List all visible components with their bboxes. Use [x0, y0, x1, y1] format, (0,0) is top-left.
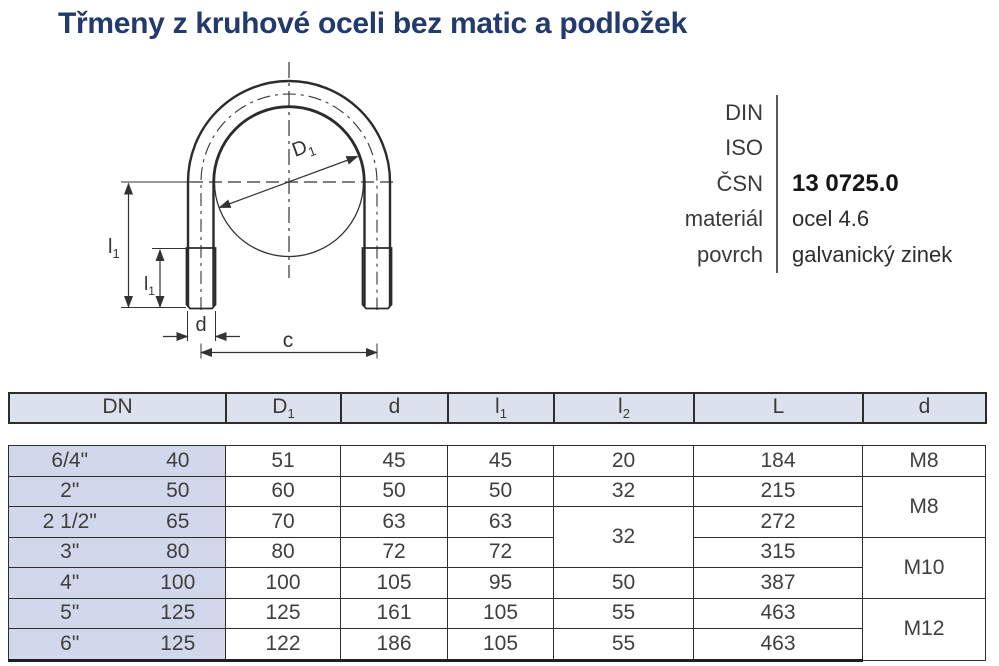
cell-dn-inch: 4" — [8, 567, 131, 599]
cell-dn: 125 — [130, 628, 226, 662]
cell-d1: 100 — [225, 567, 341, 599]
cell-d: 161 — [340, 597, 448, 629]
cell-dn-inch: 3" — [8, 536, 131, 568]
cell-l1: 72 — [447, 536, 554, 568]
dimensions-table-header: DN D1 d l1 l2 L d — [8, 392, 987, 424]
cell-l1: 63 — [447, 506, 554, 538]
cell-thread: M12 — [862, 597, 986, 661]
cell-thread: M8 — [862, 445, 986, 477]
cell-d1: 125 — [225, 597, 341, 629]
rod-outer-outline — [186, 79, 392, 306]
l1-outer-label: l1 — [108, 236, 120, 261]
d1-dimension-line — [218, 155, 359, 209]
header-cell-l2: l2 — [553, 392, 695, 424]
cell-l1: 45 — [447, 445, 554, 477]
cell-l2: 20 — [553, 445, 694, 477]
header-cell-d: d — [340, 392, 449, 424]
page-title: Třmeny z kruhové oceli bez matic a podlo… — [58, 7, 687, 40]
cell-l2: 55 — [553, 628, 694, 662]
cell-dn: 125 — [130, 597, 226, 629]
cell-thread: M10 — [862, 536, 986, 599]
l1-inner-label: l1 — [144, 274, 155, 298]
cell-l1: 105 — [447, 597, 554, 629]
cell-d: 45 — [340, 445, 448, 477]
dimensions-table: DN D1 d l1 l2 L d 6/4" 40 51 45 45 20 18… — [8, 392, 987, 662]
cell-d1: 122 — [225, 628, 341, 662]
rod-centerline — [200, 93, 378, 310]
spec-value-material: ocel 4.6 — [776, 201, 952, 237]
cell-dn: 100 — [130, 567, 226, 599]
cell-d1: 80 — [225, 536, 341, 568]
table-row: 6/4" 40 51 45 45 20 184 M8 — [8, 445, 986, 477]
cell-L: 463 — [693, 597, 863, 629]
cell-l1: 95 — [447, 567, 554, 599]
cell-L: 463 — [693, 628, 863, 662]
cell-dn: 50 — [130, 475, 226, 507]
cell-L: 387 — [693, 567, 863, 599]
table-row: 2" 50 60 50 50 32 215 M8 — [8, 475, 986, 538]
spec-value-csn: 13 0725.0 — [776, 166, 952, 202]
spec-panel: DIN ISO ČSN 13 0725.0 materiál ocel 4.6 … — [600, 95, 952, 273]
d1-dimension-label: D1 — [289, 134, 318, 165]
cell-dn-inch: 2" — [8, 475, 131, 507]
cell-d: 72 — [340, 536, 448, 568]
cell-l1: 105 — [447, 628, 554, 662]
cell-l2: 32 — [553, 475, 694, 507]
spec-value-din — [776, 95, 952, 131]
cell-d1: 51 — [225, 445, 341, 477]
header-cell-l1: l1 — [447, 392, 555, 424]
cell-L: 272 — [693, 506, 863, 538]
table-row: 2 1/2" 65 70 63 63 32 272 — [8, 506, 986, 568]
right-thread — [361, 247, 393, 310]
header-row: DN D1 d l1 l2 L d — [8, 392, 987, 424]
cell-l2: 50 — [553, 567, 694, 599]
d-dimension-label: d — [195, 314, 206, 336]
table-row: 5" 125 125 161 105 55 463 M12 — [8, 597, 986, 661]
cell-L: 215 — [693, 475, 863, 507]
table-row: 4" 100 100 105 95 50 387 — [8, 567, 986, 599]
cell-dn: 40 — [130, 445, 226, 477]
spec-label-povrch: povrch — [696, 241, 763, 267]
cell-d: 105 — [340, 567, 448, 599]
cell-l1: 50 — [447, 475, 554, 507]
spec-label-iso: ISO — [725, 135, 763, 161]
spec-label-csn: ČSN — [716, 170, 763, 196]
cell-dn-inch: 6/4" — [8, 445, 131, 477]
cell-dn-inch: 5" — [8, 597, 131, 629]
cell-d1: 60 — [225, 475, 341, 507]
cell-l2: 32 — [553, 506, 694, 568]
spec-value-iso — [776, 130, 952, 166]
header-cell-d1: D1 — [225, 392, 342, 424]
table-row: 6" 125 122 186 105 55 463 — [8, 628, 986, 662]
cell-dn-inch: 2 1/2" — [8, 506, 131, 538]
cell-L: 315 — [693, 536, 863, 568]
cell-thread: M8 — [862, 475, 986, 538]
header-cell-thread: d — [862, 392, 987, 424]
table-row: 3" 80 80 72 72 315 M10 — [8, 536, 986, 599]
cell-d: 186 — [340, 628, 448, 662]
spec-label-din: DIN — [725, 99, 763, 125]
ubolt-drawing: D1 l1 l1 d c — [105, 56, 445, 378]
cell-d1: 70 — [225, 506, 341, 538]
spec-label-material: materiál — [684, 206, 763, 232]
header-cell-L: L — [693, 392, 864, 424]
c-dimension-label: c — [283, 329, 294, 352]
cell-d: 63 — [340, 506, 448, 538]
cell-dn: 65 — [130, 506, 226, 538]
dimensions-table-body: 6/4" 40 51 45 45 20 184 M8 2" 50 60 50 5… — [8, 445, 986, 662]
ubolt-drawing-svg: D1 l1 l1 d c — [108, 62, 399, 359]
spec-value-povrch: galvanický zinek — [776, 237, 952, 273]
cell-dn-inch: 6" — [8, 628, 131, 662]
rod-inner-outline — [212, 105, 366, 306]
cell-L: 184 — [693, 445, 863, 477]
cell-d: 50 — [340, 475, 448, 507]
cell-dn: 80 — [130, 536, 226, 568]
cell-l2: 55 — [553, 597, 694, 629]
left-thread — [185, 247, 217, 310]
header-cell-dn: DN — [8, 392, 227, 424]
